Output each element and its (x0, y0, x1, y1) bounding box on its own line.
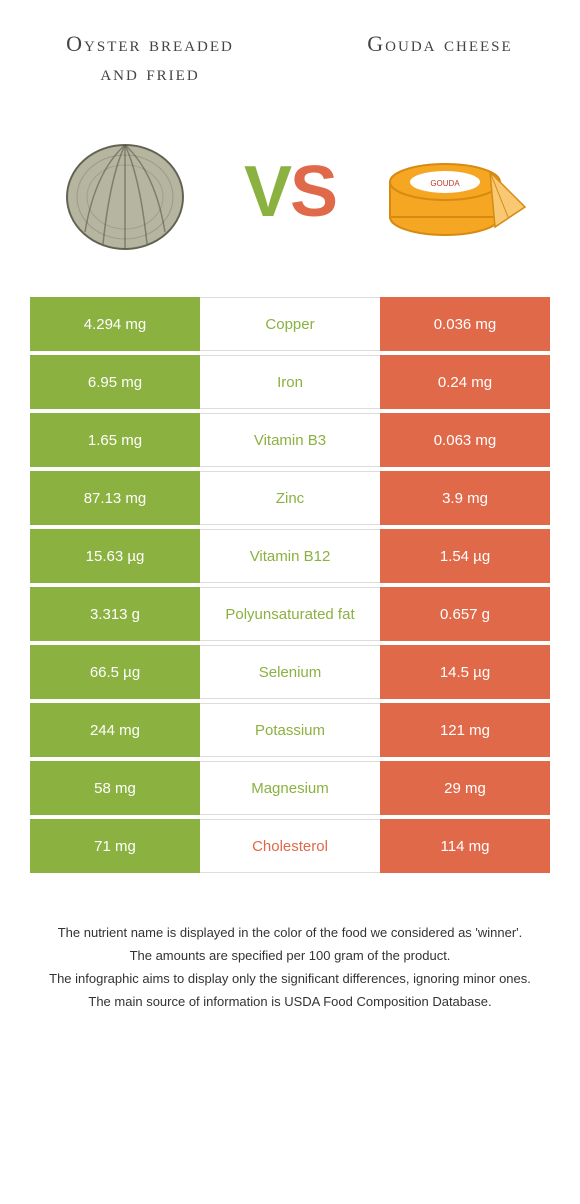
footer-line-4: The main source of information is USDA F… (30, 992, 550, 1013)
left-value: 15.63 µg (30, 529, 200, 583)
left-value: 66.5 µg (30, 645, 200, 699)
nutrient-name: Iron (200, 355, 380, 409)
footer-line-1: The nutrient name is displayed in the co… (30, 923, 550, 944)
table-row: 3.313 gPolyunsaturated fat0.657 g (30, 587, 550, 641)
table-row: 71 mgCholesterol114 mg (30, 819, 550, 873)
footer-line-2: The amounts are specified per 100 gram o… (30, 946, 550, 967)
right-value: 114 mg (380, 819, 550, 873)
table-row: 87.13 mgZinc3.9 mg (30, 471, 550, 525)
right-value: 121 mg (380, 703, 550, 757)
right-value: 0.063 mg (380, 413, 550, 467)
left-value: 4.294 mg (30, 297, 200, 351)
footer-notes: The nutrient name is displayed in the co… (30, 923, 550, 1012)
nutrient-name: Magnesium (200, 761, 380, 815)
left-value: 6.95 mg (30, 355, 200, 409)
left-value: 87.13 mg (30, 471, 200, 525)
right-value: 0.036 mg (380, 297, 550, 351)
nutrient-name: Selenium (200, 645, 380, 699)
left-value: 71 mg (30, 819, 200, 873)
nutrient-name: Cholesterol (200, 819, 380, 873)
left-value: 58 mg (30, 761, 200, 815)
vs-label: VS (244, 151, 336, 233)
nutrient-name: Copper (200, 297, 380, 351)
right-value: 1.54 µg (380, 529, 550, 583)
right-value: 29 mg (380, 761, 550, 815)
left-food-title: Oyster breaded and fried (50, 30, 250, 87)
table-row: 1.65 mgVitamin B30.063 mg (30, 413, 550, 467)
table-row: 4.294 mgCopper0.036 mg (30, 297, 550, 351)
right-food-title: Gouda cheese (350, 30, 530, 87)
images-row: VS GOUDA (0, 107, 580, 297)
right-value: 0.24 mg (380, 355, 550, 409)
nutrient-name: Polyunsaturated fat (200, 587, 380, 641)
svg-text:GOUDA: GOUDA (430, 179, 460, 188)
footer-line-3: The infographic aims to display only the… (30, 969, 550, 990)
left-value: 244 mg (30, 703, 200, 757)
table-row: 66.5 µgSelenium14.5 µg (30, 645, 550, 699)
table-row: 6.95 mgIron0.24 mg (30, 355, 550, 409)
left-value: 3.313 g (30, 587, 200, 641)
nutrient-name: Potassium (200, 703, 380, 757)
right-value: 14.5 µg (380, 645, 550, 699)
left-value: 1.65 mg (30, 413, 200, 467)
header: Oyster breaded and fried Gouda cheese (0, 0, 580, 107)
cheese-image: GOUDA (380, 117, 530, 267)
nutrient-name: Zinc (200, 471, 380, 525)
oyster-image (50, 117, 200, 267)
table-row: 15.63 µgVitamin B121.54 µg (30, 529, 550, 583)
vs-v: V (244, 152, 290, 232)
nutrient-table: 4.294 mgCopper0.036 mg6.95 mgIron0.24 mg… (30, 297, 550, 873)
right-value: 0.657 g (380, 587, 550, 641)
table-row: 244 mgPotassium121 mg (30, 703, 550, 757)
nutrient-name: Vitamin B12 (200, 529, 380, 583)
nutrient-name: Vitamin B3 (200, 413, 380, 467)
table-row: 58 mgMagnesium29 mg (30, 761, 550, 815)
vs-s: S (290, 152, 336, 232)
right-value: 3.9 mg (380, 471, 550, 525)
